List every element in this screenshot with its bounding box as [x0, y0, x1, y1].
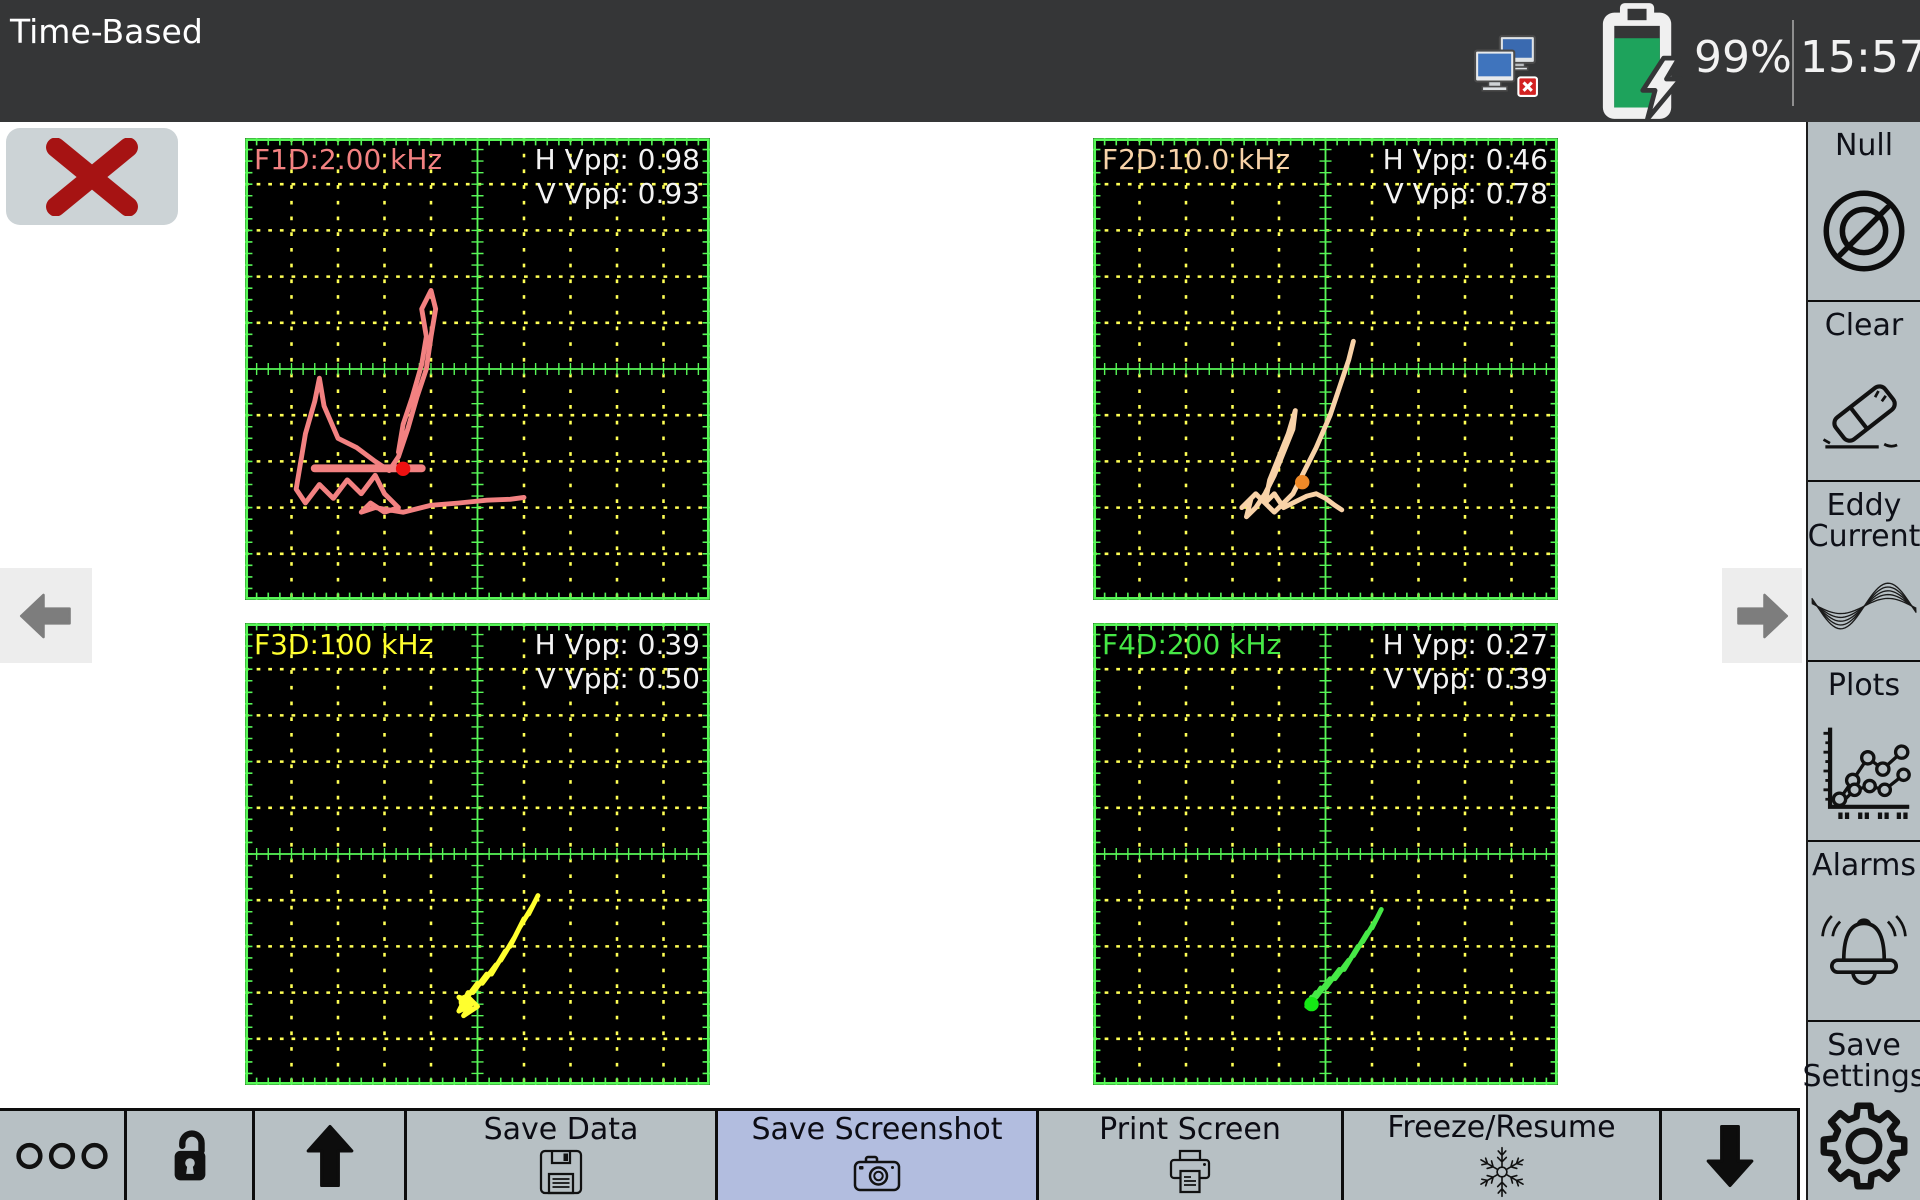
scroll-up-button[interactable] — [255, 1111, 407, 1200]
sidebar-item-save-settings[interactable]: Save Settings — [1802, 1022, 1920, 1200]
divider — [1792, 20, 1794, 106]
sidebar-item-label: Null — [1834, 128, 1894, 163]
plot-vpp-readout: H Vpp: 0.46 V Vpp: 0.78 — [1383, 143, 1548, 210]
button-label: Save Data — [483, 1112, 639, 1148]
save-screenshot-button[interactable]: Save Screenshot — [718, 1111, 1039, 1200]
sidebar-item-label: Plots — [1827, 668, 1901, 703]
button-label: Save Screenshot — [751, 1112, 1003, 1148]
sidebar-item-plots[interactable]: Plots — [1808, 662, 1920, 842]
impedance-plot-f4d — [1093, 623, 1558, 1085]
snowflake-icon — [1475, 1145, 1529, 1199]
three-circles-icon — [15, 1137, 109, 1175]
eraser-icon — [1818, 342, 1910, 480]
sidebar: Null Clear Eddy Current Plots Alarms Sav… — [1802, 122, 1920, 1200]
impedance-plot-f2d — [1093, 138, 1558, 600]
bell-icon — [1818, 882, 1910, 1020]
network-status-icon — [1473, 34, 1539, 98]
plot-channel-label: F3D:100 kHz — [254, 628, 434, 661]
impedance-plot-f3d — [245, 623, 710, 1085]
close-button[interactable] — [6, 128, 178, 225]
impedance-plot-f1d — [245, 138, 710, 600]
sidebar-item-label: Clear — [1824, 308, 1904, 343]
button-label: Freeze/Resume — [1387, 1110, 1616, 1146]
plot-channel-label: F2D:10.0 kHz — [1102, 143, 1291, 176]
sidebar-item-label: Eddy Current — [1807, 488, 1920, 554]
plot-vpp-readout: H Vpp: 0.27 V Vpp: 0.39 — [1383, 628, 1548, 695]
plot-channel-label: F1D:2.00 kHz — [254, 143, 443, 176]
h-vpp-value: H Vpp: 0.98 — [534, 143, 700, 176]
v-vpp-value: V Vpp: 0.93 — [536, 176, 700, 210]
sidebar-item-clear[interactable]: Clear — [1808, 302, 1920, 482]
unlocked-padlock-icon — [158, 1120, 222, 1192]
plot-vpp-readout: H Vpp: 0.98 V Vpp: 0.93 — [535, 143, 700, 210]
button-label: Print Screen — [1099, 1112, 1281, 1148]
printer-icon — [1165, 1147, 1215, 1197]
gear-icon — [1812, 1092, 1916, 1200]
lock-button[interactable] — [127, 1111, 255, 1200]
sidebar-item-label: Alarms — [1812, 848, 1916, 883]
plot-f1d: F1D:2.00 kHz H Vpp: 0.98 V Vpp: 0.93 — [245, 138, 710, 600]
top-bar: Time-Based 99% 15:57 — [0, 0, 1920, 122]
battery-percent: 99% — [1694, 32, 1792, 83]
v-vpp-value: V Vpp: 0.78 — [1384, 176, 1548, 210]
scroll-down-button[interactable] — [1662, 1111, 1800, 1200]
plot-f2d: F2D:10.0 kHz H Vpp: 0.46 V Vpp: 0.78 — [1093, 138, 1558, 600]
freeze-resume-button[interactable]: Freeze/Resume — [1344, 1111, 1662, 1200]
print-screen-button[interactable]: Print Screen — [1039, 1111, 1344, 1200]
page-title: Time-Based — [10, 12, 203, 51]
arrow-up-icon — [298, 1116, 362, 1196]
floppy-disk-icon — [536, 1147, 586, 1197]
menu-dots-button[interactable] — [0, 1111, 127, 1200]
sidebar-item-null[interactable]: Null — [1808, 122, 1920, 302]
save-data-button[interactable]: Save Data — [407, 1111, 718, 1200]
sidebar-item-label: Save Settings — [1802, 1028, 1920, 1094]
next-page-button[interactable] — [1722, 568, 1802, 663]
plot-f4d: F4D:200 kHz H Vpp: 0.27 V Vpp: 0.39 — [1093, 623, 1558, 1085]
sine-waves-icon — [1810, 552, 1918, 660]
sidebar-item-eddy-current[interactable]: Eddy Current — [1808, 482, 1920, 662]
plot-vpp-readout: H Vpp: 0.39 V Vpp: 0.50 — [535, 628, 700, 695]
prev-page-button[interactable] — [0, 568, 92, 663]
bottom-toolbar: Save Data Save Screenshot Print Screen F… — [0, 1108, 1800, 1200]
h-vpp-value: H Vpp: 0.27 — [1382, 628, 1548, 661]
h-vpp-value: H Vpp: 0.46 — [1382, 143, 1548, 176]
v-vpp-value: V Vpp: 0.39 — [1384, 661, 1548, 695]
battery-icon — [1582, 2, 1694, 120]
arrow-right-icon — [1731, 585, 1793, 647]
clock: 15:57 — [1800, 32, 1920, 83]
sidebar-item-alarms[interactable]: Alarms — [1808, 842, 1920, 1022]
plot-channel-label: F4D:200 kHz — [1102, 628, 1282, 661]
arrow-down-icon — [1698, 1116, 1762, 1196]
line-chart-icon — [1815, 702, 1913, 840]
camera-icon — [852, 1147, 902, 1197]
v-vpp-value: V Vpp: 0.50 — [536, 661, 700, 695]
close-icon — [29, 137, 155, 216]
h-vpp-value: H Vpp: 0.39 — [534, 628, 700, 661]
plot-f3d: F3D:100 kHz H Vpp: 0.39 V Vpp: 0.50 — [245, 623, 710, 1085]
null-icon — [1818, 162, 1910, 300]
arrow-left-icon — [15, 585, 77, 647]
